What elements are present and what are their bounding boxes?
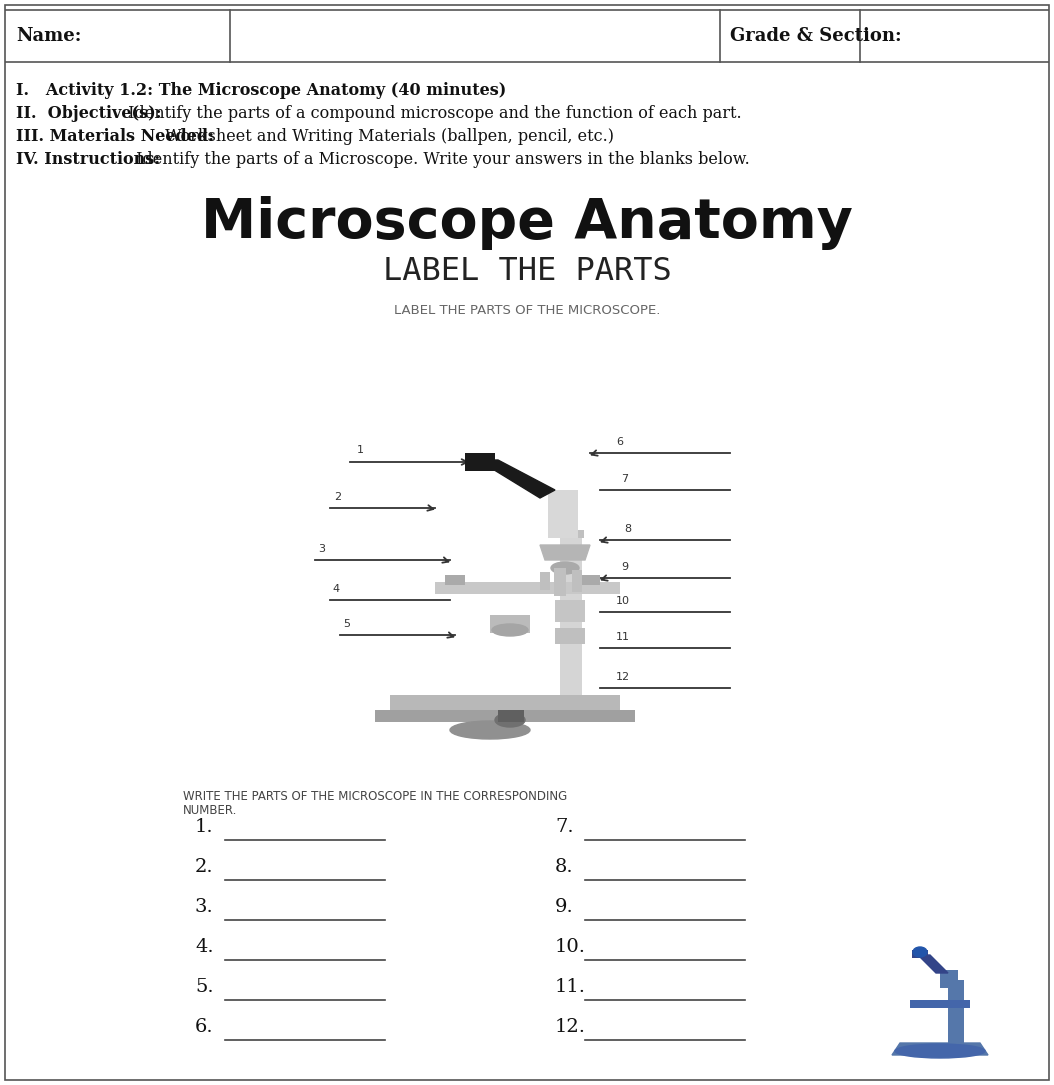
Bar: [580, 575, 600, 585]
Polygon shape: [892, 1043, 988, 1055]
Text: WRITE THE PARTS OF THE MICROSCOPE IN THE CORRESPONDING: WRITE THE PARTS OF THE MICROSCOPE IN THE…: [183, 790, 567, 803]
Text: 9: 9: [622, 562, 628, 572]
Text: NUMBER.: NUMBER.: [183, 804, 237, 817]
Bar: [555, 628, 585, 644]
Text: 2: 2: [334, 492, 341, 502]
Text: 12: 12: [616, 672, 630, 682]
Bar: [375, 710, 635, 722]
Bar: [910, 1000, 970, 1008]
Text: II.  Objective(s):: II. Objective(s):: [16, 105, 161, 122]
Text: 1.: 1.: [195, 818, 214, 837]
Bar: [912, 950, 928, 958]
Text: 1: 1: [356, 445, 364, 455]
Text: 5: 5: [344, 620, 351, 629]
Ellipse shape: [492, 624, 528, 636]
Text: 7: 7: [622, 474, 628, 484]
Bar: [548, 490, 578, 538]
Text: 12.: 12.: [555, 1018, 586, 1036]
Text: Grade & Section:: Grade & Section:: [730, 27, 901, 44]
Text: 2.: 2.: [195, 858, 214, 876]
Text: 5.: 5.: [195, 978, 214, 996]
Bar: [465, 454, 495, 471]
Text: 7.: 7.: [555, 818, 573, 837]
Text: Identify the parts of a compound microscope and the function of each part.: Identify the parts of a compound microsc…: [123, 105, 742, 122]
Polygon shape: [540, 545, 590, 560]
Text: 9.: 9.: [555, 898, 573, 916]
Bar: [435, 582, 620, 593]
Bar: [572, 570, 582, 592]
Polygon shape: [918, 955, 948, 973]
Bar: [445, 575, 465, 585]
Text: I.   Activity 1.2: The Microscope Anatomy (40 minutes): I. Activity 1.2: The Microscope Anatomy …: [16, 82, 506, 99]
Text: LABEL THE PARTS OF THE MICROSCOPE.: LABEL THE PARTS OF THE MICROSCOPE.: [394, 304, 660, 317]
Text: Name:: Name:: [16, 27, 81, 44]
Bar: [560, 535, 582, 695]
Bar: [497, 710, 524, 722]
Text: 3: 3: [318, 544, 326, 554]
Text: Worksheet and Writing Materials (ballpen, pencil, etc.): Worksheet and Writing Materials (ballpen…: [160, 128, 614, 145]
Bar: [555, 600, 585, 622]
Text: 8: 8: [624, 524, 631, 534]
Bar: [540, 572, 550, 590]
Text: Microscope Anatomy: Microscope Anatomy: [201, 196, 853, 250]
Text: 3.: 3.: [195, 898, 214, 916]
Polygon shape: [479, 460, 555, 498]
Text: 4.: 4.: [195, 939, 214, 956]
Ellipse shape: [895, 1044, 985, 1058]
Text: 10.: 10.: [555, 939, 586, 956]
Bar: [948, 980, 964, 1043]
Bar: [940, 970, 958, 988]
Ellipse shape: [495, 713, 525, 727]
Ellipse shape: [450, 722, 530, 739]
Text: 6.: 6.: [195, 1018, 214, 1036]
Ellipse shape: [551, 562, 579, 574]
Text: IV. Instructions:: IV. Instructions:: [16, 151, 160, 168]
Ellipse shape: [913, 947, 928, 957]
Bar: [490, 615, 530, 633]
Text: 10: 10: [616, 596, 630, 607]
Text: 6: 6: [617, 437, 624, 447]
Bar: [558, 529, 584, 538]
Text: III. Materials Needed:: III. Materials Needed:: [16, 128, 214, 145]
Text: 11.: 11.: [555, 978, 586, 996]
Text: 4: 4: [332, 584, 339, 593]
Text: Identify the parts of a Microscope. Write your answers in the blanks below.: Identify the parts of a Microscope. Writ…: [131, 151, 749, 168]
Text: LABEL THE PARTS: LABEL THE PARTS: [383, 256, 671, 288]
Text: 11: 11: [616, 631, 630, 642]
Bar: [554, 569, 566, 596]
Text: 8.: 8.: [555, 858, 573, 876]
Bar: [390, 695, 620, 713]
